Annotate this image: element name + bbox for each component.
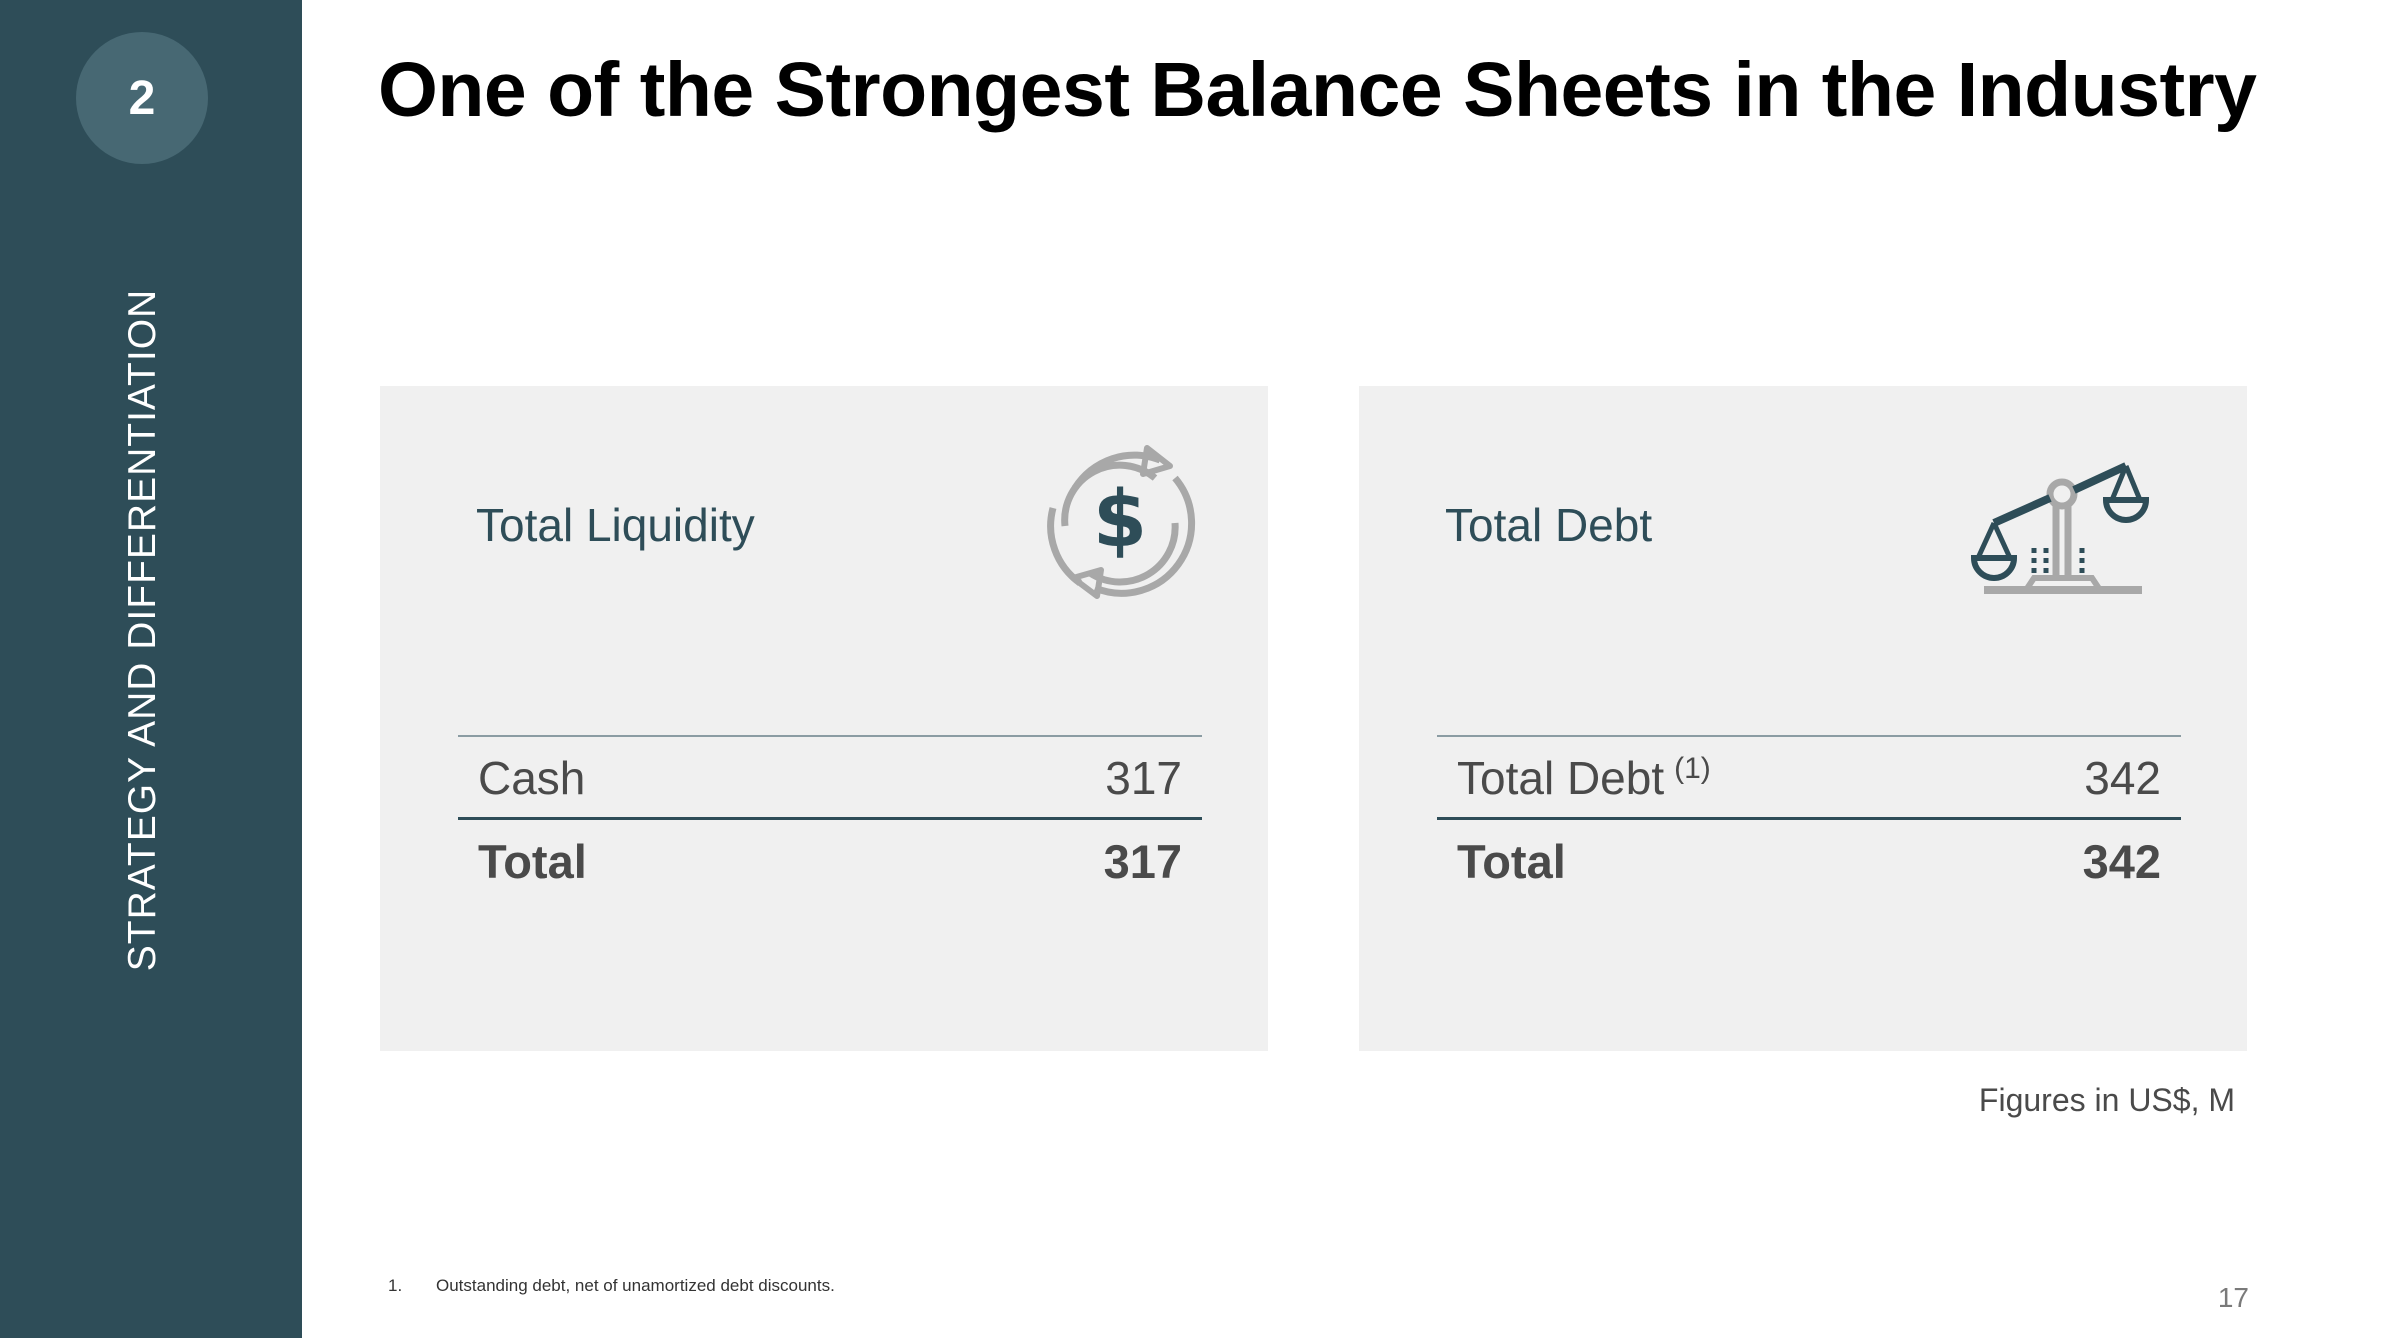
section-label: STRATEGY AND DIFFERENTIATION bbox=[121, 288, 164, 972]
footnote-number: 1. bbox=[388, 1276, 403, 1295]
sidebar: 2 STRATEGY AND DIFFERENTIATION bbox=[0, 0, 302, 1338]
row-value: 342 bbox=[2084, 752, 2161, 804]
table-row: Cash 317 bbox=[458, 735, 1202, 817]
row-label: Total Debt (1) bbox=[1457, 751, 1711, 804]
total-label: Total bbox=[478, 835, 587, 888]
footnote-text: Outstanding debt, net of unamortized deb… bbox=[436, 1276, 835, 1295]
total-value: 317 bbox=[1103, 835, 1182, 888]
page-title: One of the Strongest Balance Sheets in t… bbox=[378, 47, 2257, 133]
liquidity-table: Cash 317 Total 317 bbox=[458, 735, 1202, 900]
svg-text:$: $ bbox=[1093, 475, 1147, 565]
debt-table: Total Debt (1) 342 Total 342 bbox=[1437, 735, 2181, 900]
total-row: Total 317 bbox=[458, 817, 1202, 900]
card-title-liquidity: Total Liquidity bbox=[476, 499, 755, 551]
row-value: 317 bbox=[1105, 752, 1182, 804]
total-value: 342 bbox=[2082, 835, 2161, 888]
total-row: Total 342 bbox=[1437, 817, 2181, 900]
total-label: Total bbox=[1457, 835, 1566, 888]
dollar-cycle-icon: $ bbox=[1047, 445, 1196, 599]
liquidity-card: Total Liquidity $ Cash 317 Total 317 bbox=[380, 386, 1268, 1051]
row-label: Cash bbox=[478, 752, 586, 804]
section-number-badge: 2 bbox=[76, 32, 208, 164]
debt-card: Total Debt Total Debt (1) 342 Total 342 bbox=[1359, 386, 2247, 1051]
table-row: Total Debt (1) 342 bbox=[1437, 735, 2181, 817]
balance-scale-icon bbox=[1970, 462, 2149, 594]
card-title-debt: Total Debt bbox=[1445, 499, 1653, 551]
footnote: 1. Outstanding debt, net of unamortized d… bbox=[388, 1276, 835, 1296]
page-number: 17 bbox=[2217, 1282, 2249, 1313]
units-note: Figures in US$, M bbox=[1978, 1082, 2235, 1118]
footnote-marker: (1) bbox=[1674, 751, 1711, 785]
